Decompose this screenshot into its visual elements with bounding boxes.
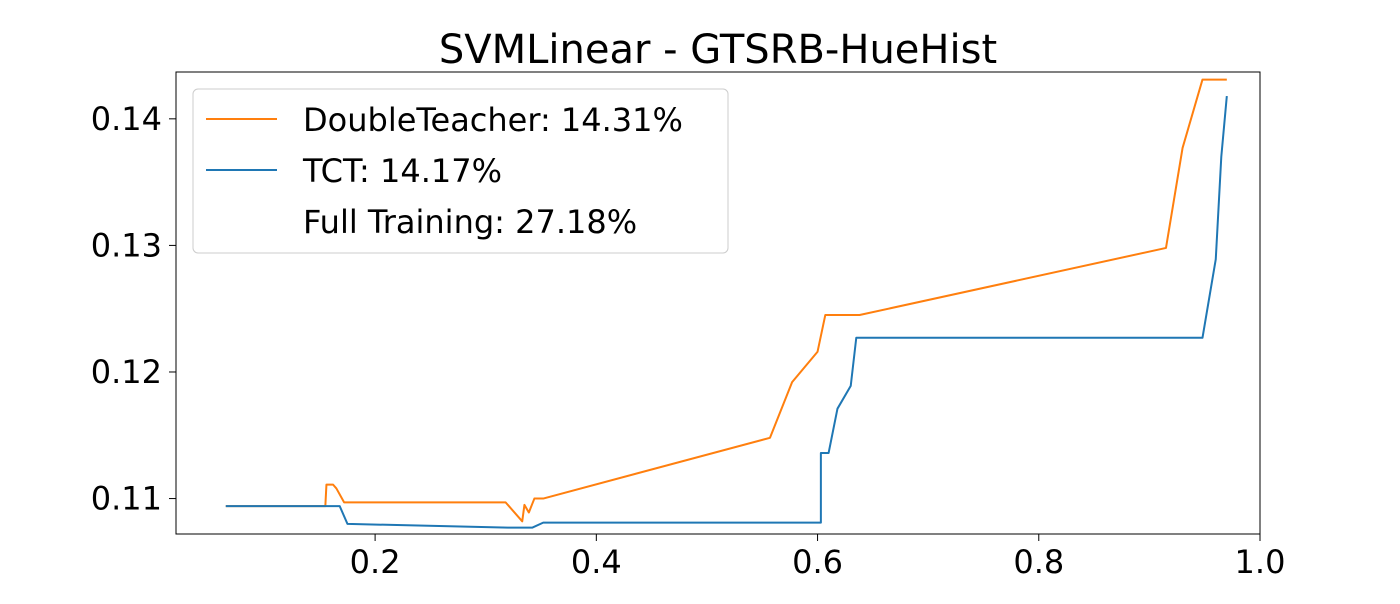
series-line-1: [225, 95, 1228, 529]
legend-label-2: Full Training: 27.18%: [303, 203, 637, 241]
series-line-0: [225, 78, 1227, 523]
legend-label-1: TCT: 14.17%: [302, 152, 502, 190]
plot-area-frame: [175, 71, 1261, 535]
x-tick-label: 0.4: [571, 543, 622, 581]
legend: DoubleTeacher: 14.31% TCT: 14.17% Full Tra…: [192, 88, 729, 254]
x-axis: 0.2 0.4 0.6 0.8 1.0: [350, 534, 1286, 581]
y-tick-label: 0.14: [91, 100, 162, 138]
y-tick-label: 0.13: [91, 226, 162, 264]
legend-frame: [192, 88, 729, 254]
legend-label-0: DoubleTeacher: 14.31%: [303, 101, 683, 139]
y-axis: 0.11 0.12 0.13 0.14: [91, 100, 176, 518]
x-tick-label: 1.0: [1235, 543, 1286, 581]
y-tick-label: 0.12: [91, 353, 162, 391]
x-tick-label: 0.6: [792, 543, 843, 581]
x-tick-label: 0.8: [1013, 543, 1064, 581]
x-tick-label: 0.2: [350, 543, 401, 581]
series-layer: [225, 78, 1228, 529]
chart-title: SVMLinear - GTSRB-HueHist: [439, 27, 997, 73]
y-tick-label: 0.11: [91, 480, 162, 518]
